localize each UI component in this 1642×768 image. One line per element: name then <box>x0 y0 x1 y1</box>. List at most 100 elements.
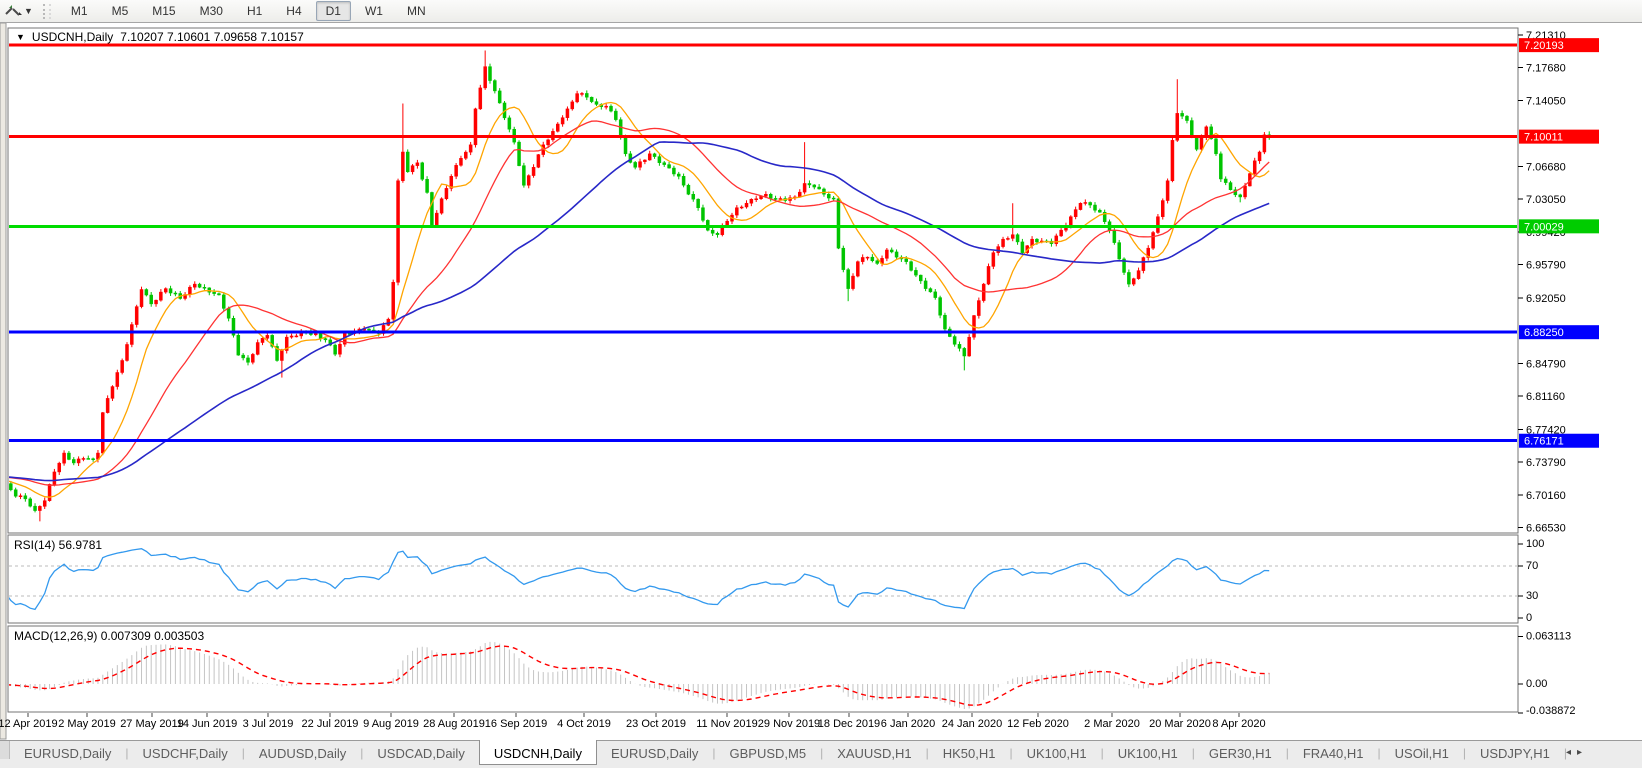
date-tick: 24 Jan 2020 <box>942 718 1003 730</box>
main-panel-border <box>7 27 1519 534</box>
chart-mode-dropdown-icon[interactable]: ▼ <box>24 6 33 16</box>
symbol-dropdown-icon[interactable]: ▼ <box>16 32 25 42</box>
tabbar-corner <box>0 741 10 759</box>
date-tick: 4 Oct 2019 <box>557 718 611 730</box>
tab-scroll-arrows[interactable]: ◂▸ <box>1566 747 1588 758</box>
macd-axis-tick: -0.038872 <box>1526 705 1576 717</box>
date-tick: 16 Sep 2019 <box>485 718 547 730</box>
price-tick: 7.03050 <box>1526 194 1566 206</box>
date-tick: 2 May 2019 <box>58 718 115 730</box>
timeframe-button-d1[interactable]: D1 <box>315 1 351 21</box>
timeframe-button-h1[interactable]: H1 <box>246 4 263 18</box>
price-tick: 6.70160 <box>1526 490 1566 502</box>
tab-separator: | <box>1191 746 1195 760</box>
tab-eurusd-daily[interactable]: EURUSD,Daily <box>610 746 699 761</box>
toolbar-grip <box>42 3 51 19</box>
chart-mode-icon[interactable] <box>4 3 22 19</box>
tab-separator: | <box>1563 746 1567 760</box>
date-tick: 2 Mar 2020 <box>1084 718 1140 730</box>
tab-list: EURUSD,Daily | USDCHF,Daily | AUDUSD,Daily | U… <box>10 740 1567 765</box>
timeframe-button-m1[interactable]: M1 <box>70 4 88 18</box>
tab-separator: | <box>1009 746 1013 760</box>
date-tick: 12 Apr 2019 <box>0 718 58 730</box>
tab-gbpusd-m5[interactable]: GBPUSD,M5 <box>729 746 807 761</box>
tab-separator: | <box>1100 746 1104 760</box>
window-left-gutter <box>0 22 7 740</box>
date-tick: 6 Jan 2020 <box>881 718 935 730</box>
price-tick: 7.17680 <box>1526 63 1566 75</box>
price-tick: 6.92050 <box>1526 293 1566 305</box>
tab-scroll-right-icon[interactable]: ▸ <box>1577 747 1589 758</box>
price-badge: 7.00029 <box>1524 221 1564 233</box>
price-badge: 7.10011 <box>1524 132 1563 144</box>
tab-usdjpy-h1[interactable]: USDJPY,H1 <box>1479 746 1550 761</box>
date-tick: 18 Dec 2019 <box>818 718 880 730</box>
ma-10-line <box>9 101 1270 498</box>
top-toolbar: ▼ M1 M5 M15 M30 H1 H4 D1 W1 MN <box>0 0 1642 23</box>
timeframe-buttons: M1 M5 M15 M30 H1 H4 D1 W1 MN <box>59 1 438 21</box>
macd-panel-border <box>7 625 1519 713</box>
rsi-axis-tick: 100 <box>1526 538 1544 550</box>
price-axis: 7.213107.176807.140507.066807.030506.994… <box>1518 30 1599 534</box>
price-tick: 6.73790 <box>1526 457 1566 469</box>
tab-usdcnh-daily[interactable]: USDCNH,Daily <box>478 740 597 765</box>
tab-eurusd-daily[interactable]: EURUSD,Daily <box>24 746 112 761</box>
price-tick: 7.14050 <box>1526 95 1566 107</box>
date-tick: 28 Aug 2019 <box>423 718 485 730</box>
price-tick: 6.66530 <box>1526 522 1566 534</box>
tab-usoil-h1[interactable]: USOil,H1 <box>1394 746 1449 761</box>
tab-separator: | <box>712 746 716 760</box>
rsi-axis-tick: 0 <box>1526 612 1532 624</box>
price-badge: 6.76171 <box>1524 436 1564 448</box>
timeframe-button-m5[interactable]: M5 <box>111 4 129 18</box>
date-tick: 23 Oct 2019 <box>626 718 686 730</box>
price-tick: 7.06680 <box>1526 162 1566 174</box>
rsi-axis-tick: 70 <box>1526 560 1538 572</box>
tab-uk100-h1[interactable]: UK100,H1 <box>1117 746 1178 761</box>
tab-uk100-h1[interactable]: UK100,H1 <box>1026 746 1087 761</box>
tab-separator: | <box>360 746 364 760</box>
timeframe-button-w1[interactable]: W1 <box>364 4 383 18</box>
ohlc-values: 7.10207 7.10601 7.09658 7.10157 <box>120 30 304 44</box>
macd-label: MACD(12,26,9) 0.007309 0.003503 <box>14 629 204 643</box>
timeframe-button-m15[interactable]: M15 <box>152 4 176 18</box>
date-tick: 20 Mar 2020 <box>1149 718 1211 730</box>
macd-indicator: 0.063113 0.00 -0.038872 MACD(12,26,9) 0.007… <box>9 629 1576 717</box>
price-badge: 7.20193 <box>1524 40 1564 52</box>
tab-separator: | <box>125 746 129 760</box>
date-tick: 3 Jul 2019 <box>243 718 294 730</box>
date-tick: 8 Apr 2020 <box>1212 718 1265 730</box>
chart-canvas[interactable]: 7.213107.176807.140507.066807.030506.994… <box>0 0 1642 740</box>
tab-scroll-left-icon[interactable]: ◂ <box>1566 747 1578 758</box>
tab-ger30-h1[interactable]: GER30,H1 <box>1208 746 1272 761</box>
ma-55-line <box>9 141 1270 482</box>
tab-separator: | <box>1377 746 1381 760</box>
timeframe-button-mn[interactable]: MN <box>406 4 426 18</box>
symbol-label: USDCNH,Daily <box>31 30 114 44</box>
timeframe-button-m30[interactable]: M30 <box>199 4 223 18</box>
rsi-axis-tick: 30 <box>1526 590 1538 602</box>
candlestick-series <box>9 50 1271 522</box>
date-tick: 29 Nov 2019 <box>758 718 820 730</box>
chart-header: ▼ USDCNH,Daily 7.10207 7.10601 7.09658 7… <box>16 30 304 44</box>
tab-hk50-h1[interactable]: HK50,H1 <box>942 746 996 761</box>
date-tick: 14 Jun 2019 <box>177 718 238 730</box>
tab-usdcad-daily[interactable]: USDCAD,Daily <box>377 746 465 761</box>
date-tick: 12 Feb 2020 <box>1007 718 1069 730</box>
date-tick: 27 May 2019 <box>120 718 184 730</box>
price-badge: 6.88250 <box>1524 327 1564 339</box>
tab-xauusd-h1[interactable]: XAUUSD,H1 <box>837 746 912 761</box>
macd-axis-tick: 0.00 <box>1526 678 1547 690</box>
price-tick: 6.81160 <box>1526 391 1565 403</box>
tab-fra40-h1[interactable]: FRA40,H1 <box>1302 746 1364 761</box>
tab-audusd-daily[interactable]: AUDUSD,Daily <box>258 746 347 761</box>
tab-separator: | <box>1462 746 1466 760</box>
tab-separator: | <box>241 746 245 760</box>
tab-usdchf-daily[interactable]: USDCHF,Daily <box>142 746 228 761</box>
date-tick: 9 Aug 2019 <box>363 718 419 730</box>
price-tick: 6.84790 <box>1526 358 1566 370</box>
macd-axis-tick: 0.063113 <box>1526 631 1571 643</box>
rsi-label: RSI(14) 56.9781 <box>14 538 102 552</box>
timeframe-button-h4[interactable]: H4 <box>286 4 302 18</box>
